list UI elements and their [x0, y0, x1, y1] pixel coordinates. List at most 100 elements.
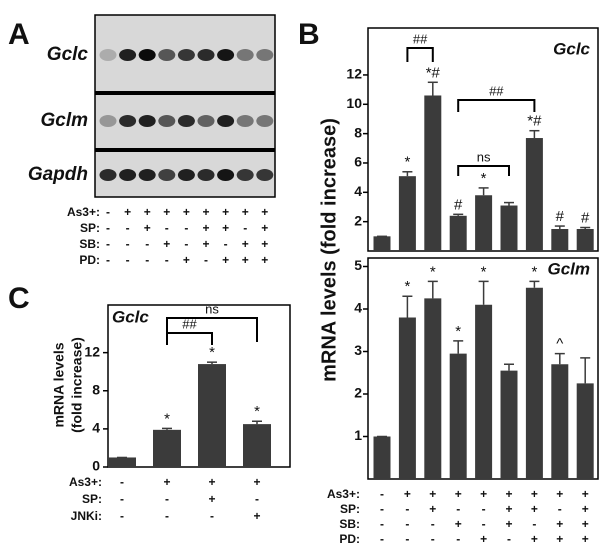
condition-sign: - — [106, 221, 110, 235]
bar — [198, 364, 226, 467]
blot-band — [217, 49, 235, 61]
annotation: * — [404, 278, 410, 295]
condition-sign: + — [242, 205, 249, 219]
condition-label: SB: — [339, 517, 360, 531]
condition-sign: + — [505, 502, 512, 516]
y-tick-label: 5 — [354, 257, 362, 273]
bracket — [457, 99, 536, 112]
condition-sign: - — [255, 492, 259, 506]
condition-sign: + — [202, 205, 209, 219]
condition-sign: - — [106, 205, 110, 219]
y-tick-label: 10 — [346, 95, 362, 111]
bar — [243, 424, 271, 467]
annotation: *# — [426, 64, 441, 81]
condition-sign: + — [582, 532, 589, 546]
condition-sign: + — [556, 487, 563, 501]
condition-sign: - — [184, 221, 188, 235]
condition-sign: + — [261, 237, 268, 251]
bar — [576, 228, 594, 251]
annotation: * — [481, 170, 487, 187]
y-tick-label: 8 — [92, 381, 100, 397]
blot-band — [197, 115, 215, 127]
condition-sign: - — [380, 532, 384, 546]
annotation: * — [164, 410, 170, 427]
condition-sign: + — [531, 532, 538, 546]
condition-sign: + — [261, 205, 268, 219]
bracket-label: ## — [413, 31, 428, 46]
condition-label: PD: — [79, 253, 100, 267]
condition-sign: - — [126, 221, 130, 235]
blot-band — [256, 115, 274, 127]
y-axis-label: mRNA levels — [51, 342, 67, 427]
condition-sign: - — [126, 237, 130, 251]
blot-band — [138, 115, 156, 127]
bar — [373, 436, 391, 479]
condition-sign: + — [124, 205, 131, 219]
annotation: * — [430, 263, 436, 280]
condition-sign: + — [480, 487, 487, 501]
condition-sign: - — [126, 253, 130, 267]
condition-sign: + — [242, 253, 249, 267]
condition-label: SP: — [80, 221, 100, 235]
y-tick-label: 2 — [354, 212, 362, 228]
condition-sign: + — [208, 492, 215, 506]
blot-band — [256, 49, 274, 61]
condition-sign: + — [429, 487, 436, 501]
bar — [551, 364, 569, 479]
annotation: *# — [527, 113, 542, 130]
y-tick-label: 0 — [92, 458, 100, 474]
condition-sign: - — [380, 487, 384, 501]
condition-sign: - — [482, 517, 486, 531]
condition-label: JNKi: — [71, 509, 102, 523]
blot-band — [138, 49, 156, 61]
blot-band — [177, 115, 195, 127]
condition-sign: + — [505, 487, 512, 501]
blot-band — [119, 115, 137, 127]
condition-sign: + — [582, 502, 589, 516]
condition-label: SP: — [82, 492, 102, 506]
condition-sign: - — [405, 502, 409, 516]
bar — [576, 383, 594, 479]
blot-band — [158, 169, 176, 181]
bar — [449, 215, 467, 251]
condition-sign: + — [253, 509, 260, 523]
blot-band — [158, 49, 176, 61]
condition-sign: - — [405, 517, 409, 531]
bar — [525, 138, 543, 251]
condition-sign: - — [431, 532, 435, 546]
condition-sign: + — [455, 517, 462, 531]
annotation: # — [581, 209, 590, 226]
condition-sign: + — [480, 532, 487, 546]
condition-sign: + — [253, 475, 260, 489]
y-tick-label: 6 — [354, 154, 362, 170]
bracket-label: ns — [205, 301, 219, 316]
condition-sign: - — [482, 502, 486, 516]
condition-sign: - — [106, 253, 110, 267]
bracket-label: ns — [477, 149, 491, 164]
annotation: * — [455, 323, 461, 340]
blot-band — [197, 49, 215, 61]
condition-sign: + — [242, 237, 249, 251]
chart-title: Gclm — [547, 259, 590, 278]
blot-band — [177, 169, 195, 181]
condition-sign: + — [222, 221, 229, 235]
condition-sign: - — [380, 517, 384, 531]
annotation: ^ — [556, 336, 563, 353]
y-tick-label: 3 — [354, 342, 362, 358]
condition-sign: - — [106, 237, 110, 251]
bracket-label: ## — [182, 316, 197, 331]
blot-frame — [94, 14, 276, 198]
condition-sign: - — [145, 237, 149, 251]
blot-band — [177, 49, 195, 61]
condition-sign: - — [184, 237, 188, 251]
condition-sign: - — [165, 509, 169, 523]
bar — [475, 304, 493, 479]
condition-sign: - — [120, 509, 124, 523]
y-tick-label: 4 — [354, 300, 362, 316]
blot-band — [256, 169, 274, 181]
condition-sign: - — [165, 253, 169, 267]
y-tick-label: 4 — [92, 420, 100, 436]
condition-sign: - — [405, 532, 409, 546]
condition-sign: + — [163, 475, 170, 489]
